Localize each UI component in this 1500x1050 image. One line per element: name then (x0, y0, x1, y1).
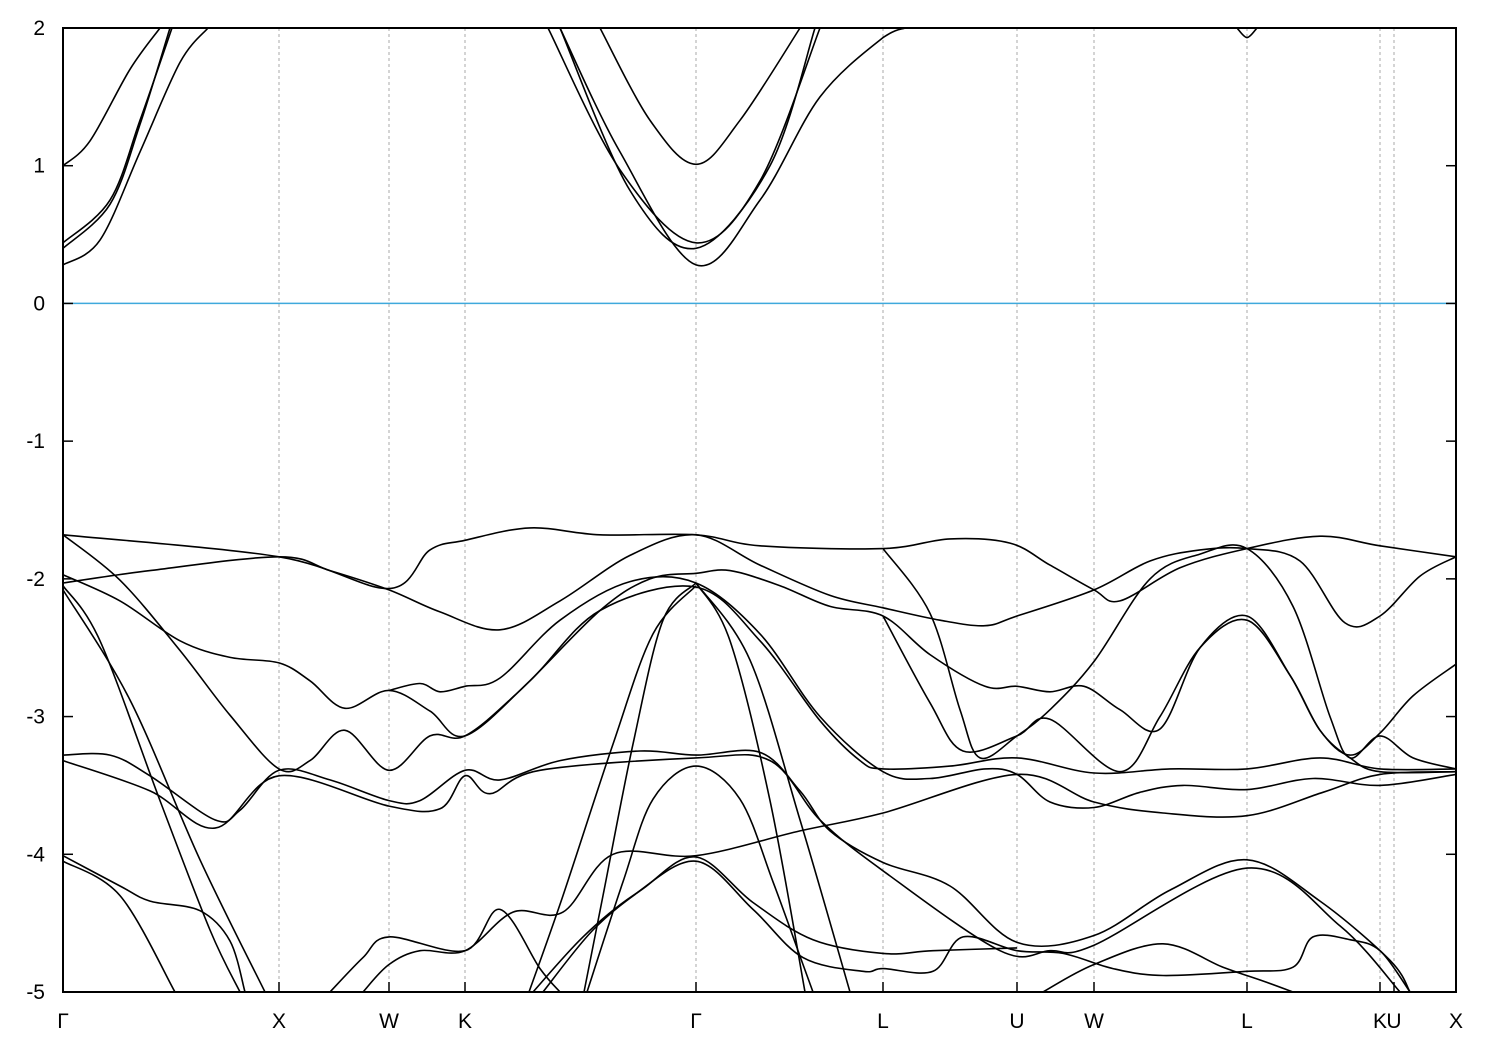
grid-lines (278, 28, 1395, 992)
x-tick-label: K (1373, 1010, 1387, 1033)
band-line (528, 585, 697, 993)
x-tick-label: L (1241, 1010, 1253, 1033)
y-tick-label: 0 (33, 292, 45, 315)
band-line (62, 854, 246, 993)
band-line (62, 585, 241, 993)
band-line (559, 27, 906, 267)
band-line (559, 27, 816, 250)
band-line (1042, 942, 1294, 993)
band-line (62, 533, 1457, 631)
x-tick-label: Γ (690, 1010, 702, 1033)
y-tick-label: -4 (26, 843, 45, 866)
x-tick-label: X (1449, 1010, 1463, 1033)
x-tick-label: L (877, 1010, 889, 1033)
y-tick-label: -1 (26, 430, 45, 453)
x-tick-label: Γ (57, 1010, 69, 1033)
band-line (882, 615, 1457, 774)
band-line (62, 27, 171, 249)
x-tick-label: W (379, 1010, 399, 1033)
band-line (695, 582, 851, 993)
y-tick-label: 2 (33, 17, 45, 40)
band-line (532, 860, 1411, 993)
x-tick-label: W (1084, 1010, 1104, 1033)
y-tick-label: -5 (26, 981, 45, 1004)
band-line (599, 27, 801, 166)
band-line (547, 27, 821, 244)
band-line (62, 749, 1411, 993)
band-line (882, 544, 1457, 770)
band-line (583, 582, 697, 993)
band-line (362, 770, 1457, 993)
band-line (1236, 27, 1258, 39)
y-tick-label: -2 (26, 568, 45, 591)
band-line (62, 27, 209, 266)
band-line (542, 856, 1018, 993)
band-line (62, 27, 161, 167)
band-line (62, 527, 1457, 603)
band-line (62, 589, 266, 993)
y-axis-ticks: -5 -4 -3 -2 -1 0 1 2 (26, 17, 1456, 1004)
x-tick-label: U (1009, 1010, 1024, 1033)
band-line (586, 765, 814, 993)
band-line (388, 575, 1457, 809)
bands (62, 27, 1457, 993)
y-tick-label: 1 (33, 155, 45, 178)
band-line (62, 27, 173, 244)
x-tick-label: X (272, 1010, 286, 1033)
x-tick-label: U (1386, 1010, 1401, 1033)
band-line (695, 582, 806, 993)
band-line (62, 860, 176, 993)
plot-frame (62, 27, 1457, 993)
band-line (329, 908, 561, 993)
band-line (62, 534, 1457, 773)
band-line (62, 753, 1401, 993)
y-tick-label: -3 (26, 706, 45, 729)
x-tick-label: K (458, 1010, 472, 1033)
